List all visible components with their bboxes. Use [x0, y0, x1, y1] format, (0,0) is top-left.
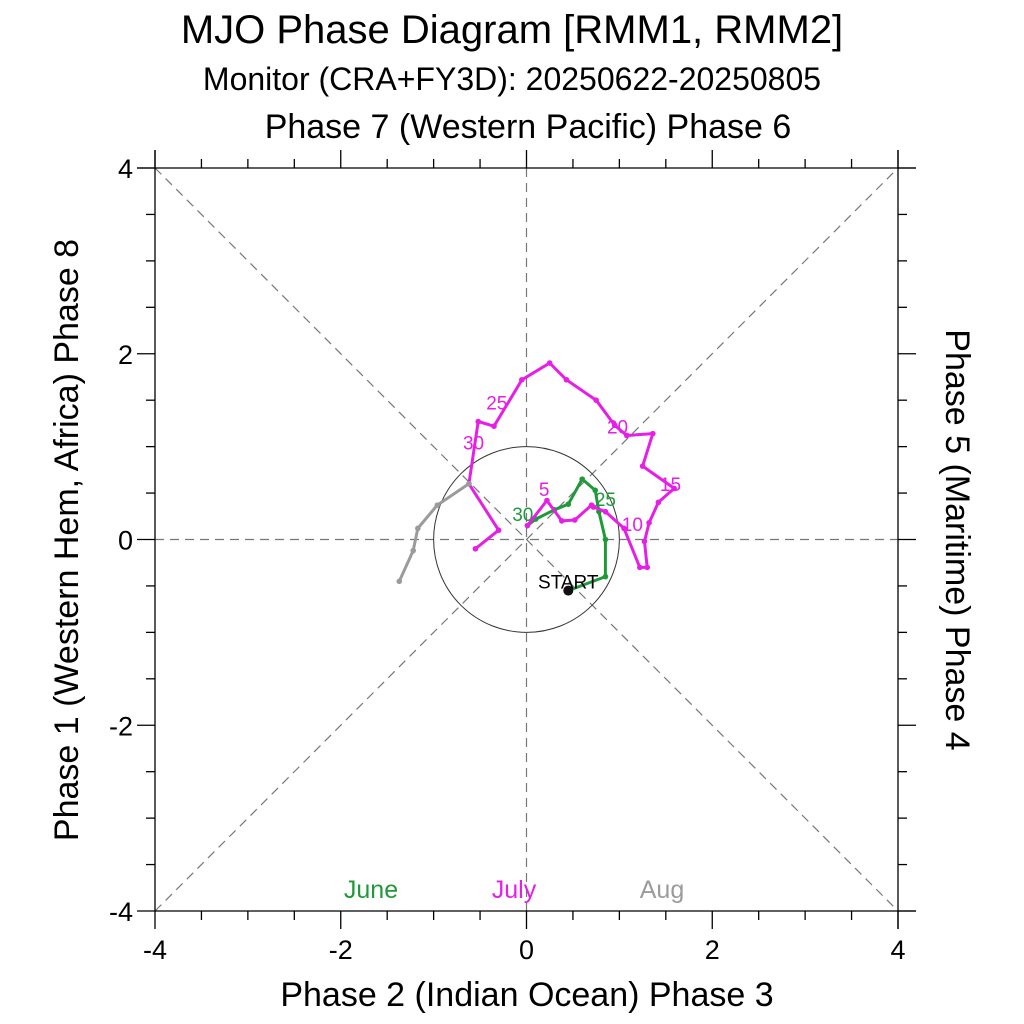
- y-tick-label: -2: [109, 711, 133, 741]
- x-tick-label: 0: [519, 935, 534, 965]
- unit-circle: [433, 446, 620, 633]
- data-point-july: [590, 504, 597, 510]
- data-point-july: [495, 527, 502, 534]
- data-point-july: [637, 564, 643, 571]
- y-tick-label: -4: [109, 897, 133, 927]
- day-label-june: 30: [512, 505, 533, 526]
- x-tick-label: -2: [329, 935, 353, 965]
- data-point-aug: [466, 480, 472, 487]
- data-point-july: [475, 418, 482, 425]
- day-label-july: 15: [660, 475, 681, 496]
- data-point-july: [655, 499, 662, 506]
- x-tick-label: 4: [890, 935, 905, 965]
- day-label-july: 5: [539, 480, 550, 501]
- data-point-aug: [415, 525, 421, 532]
- legend-label-june: June: [344, 876, 398, 904]
- data-point-june: [602, 573, 609, 580]
- series-line-june: [526, 477, 607, 593]
- data-point-aug: [434, 502, 441, 508]
- top-phase-label: Phase 7 (Western Pacific) Phase 6: [265, 108, 792, 146]
- chart-title: MJO Phase Diagram [RMM1, RMM2]: [181, 8, 843, 52]
- data-point-aug: [410, 547, 416, 554]
- data-point-july: [641, 538, 648, 545]
- data-point-june: [602, 536, 609, 543]
- data-point-july: [646, 519, 652, 526]
- data-point-july: [571, 517, 578, 523]
- data-point-july: [524, 522, 531, 529]
- day-label-july: 25: [486, 393, 507, 414]
- x-tick-label: 2: [705, 935, 720, 965]
- right-axis-label: Phase 5 (Maritime) Phase 4: [938, 329, 976, 750]
- legend-label-aug: Aug: [640, 876, 684, 904]
- left-axis-label: Phase 1 (Western Hem, Africa) Phase 8: [48, 239, 86, 841]
- y-tick-label: 4: [118, 154, 133, 184]
- data-point-july: [650, 430, 656, 437]
- data-point-july: [544, 497, 550, 504]
- start-marker: [563, 585, 574, 596]
- data-point-july: [621, 525, 627, 532]
- data-point-july: [558, 518, 565, 524]
- data-point-july: [624, 432, 630, 439]
- start-label: START: [538, 573, 599, 594]
- day-label-july: 30: [463, 433, 484, 454]
- data-point-july: [593, 397, 599, 403]
- data-point-june: [579, 476, 586, 482]
- day-label-july: 10: [622, 515, 643, 536]
- day-label-july: 20: [607, 418, 628, 439]
- y-tick-label: 0: [118, 526, 133, 556]
- day-label-june: 25: [595, 490, 616, 511]
- data-point-july: [644, 564, 651, 571]
- x-axis-label: Phase 2 (Indian Ocean) Phase 3: [280, 976, 773, 1014]
- data-point-july: [546, 360, 553, 366]
- data-point-july: [671, 485, 677, 492]
- data-point-july: [491, 423, 497, 429]
- data-point-july: [639, 463, 646, 469]
- legend-label-july: July: [492, 876, 537, 904]
- data-point-july: [611, 422, 618, 429]
- data-point-july: [563, 376, 570, 383]
- data-point-july: [519, 376, 525, 383]
- data-point-june: [592, 487, 599, 494]
- chart-subtitle: Monitor (CRA+FY3D): 20250622-20250805: [203, 61, 821, 97]
- x-tick-label: -4: [143, 935, 167, 965]
- data-point-aug: [396, 578, 403, 585]
- data-point-june: [565, 501, 572, 508]
- y-tick-label: 2: [118, 340, 133, 370]
- data-point-july: [602, 508, 609, 515]
- phase-divider-diagonal: [154, 167, 899, 912]
- data-point-july: [472, 545, 479, 552]
